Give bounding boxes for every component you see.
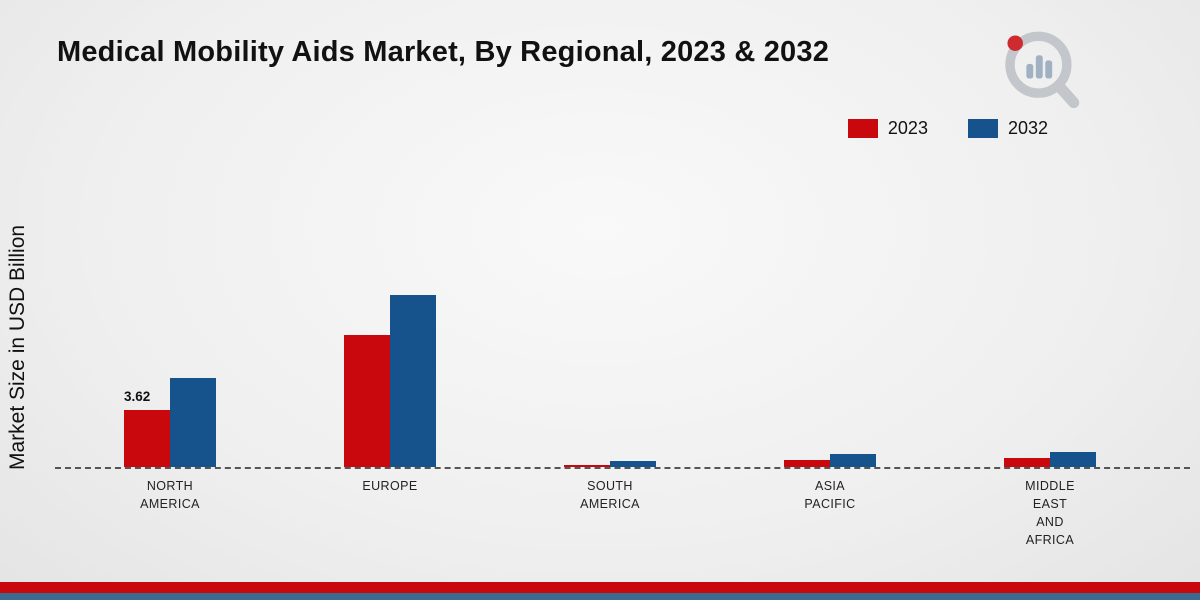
bar-2032-middle-east-and-africa — [1050, 452, 1096, 467]
x-axis-baseline — [55, 467, 1190, 469]
legend-item-2032: 2032 — [967, 118, 1048, 139]
bar-group-europe: EUROPE — [280, 137, 500, 549]
bar-pair-south-america — [564, 137, 656, 467]
legend-label-2023: 2023 — [887, 118, 928, 138]
bar-2023-south-america — [564, 464, 610, 467]
bar-2032-europe — [390, 294, 436, 467]
legend-item-2023: 2023 — [847, 118, 928, 139]
bar-2023-asia-pacific — [784, 459, 830, 467]
bar-pair-middle-east-and-africa — [1004, 137, 1096, 467]
bar-2023-europe — [344, 335, 390, 467]
bar-pair-north-america: 3.62 — [124, 137, 216, 467]
bar-group-asia-pacific: ASIA PACIFIC — [720, 137, 940, 549]
bar-pair-europe — [344, 137, 436, 467]
bar-2023-north-america — [124, 409, 170, 467]
plot-area: 3.62 NORTH AMERICA EUROPE SOUTH AMERICA ASIA PA… — [55, 137, 1190, 549]
x-axis-label-europe: EUROPE — [362, 479, 418, 493]
x-axis-label-asia-pacific: ASIA PACIFIC — [804, 479, 856, 511]
data-label-2023-north-america: 3.62 — [124, 388, 151, 404]
footer-red-band — [0, 582, 1200, 593]
legend-swatch-2023 — [847, 119, 878, 138]
chart-title: Medical Mobility Aids Market, By Regiona… — [57, 36, 830, 68]
chart-legend: 2023 2032 — [847, 118, 1048, 139]
y-axis-label: Market Size in USD Billion — [6, 224, 29, 471]
x-axis-label-middle-east-and-africa: MIDDLE EAST AND AFRICA — [1025, 479, 1075, 547]
bar-pair-asia-pacific — [784, 137, 876, 467]
x-axis-label-south-america: SOUTH AMERICA — [580, 479, 640, 511]
brand-logo-icon — [998, 26, 1084, 112]
bar-2032-asia-pacific — [830, 454, 876, 467]
legend-swatch-2032 — [967, 119, 998, 138]
bar-2032-south-america — [610, 461, 656, 467]
bar-2023-middle-east-and-africa — [1004, 458, 1050, 467]
x-axis-label-north-america: NORTH AMERICA — [140, 479, 200, 511]
bar-2032-north-america — [170, 377, 216, 467]
bar-group-middle-east-and-africa: MIDDLE EAST AND AFRICA — [940, 137, 1160, 549]
legend-label-2032: 2032 — [1007, 118, 1048, 138]
footer-blue-band — [0, 593, 1200, 600]
bar-group-south-america: SOUTH AMERICA — [500, 137, 720, 549]
bar-groups: 3.62 NORTH AMERICA EUROPE SOUTH AMERICA ASIA PA… — [60, 137, 1160, 549]
bar-group-north-america: 3.62 NORTH AMERICA — [60, 137, 280, 549]
